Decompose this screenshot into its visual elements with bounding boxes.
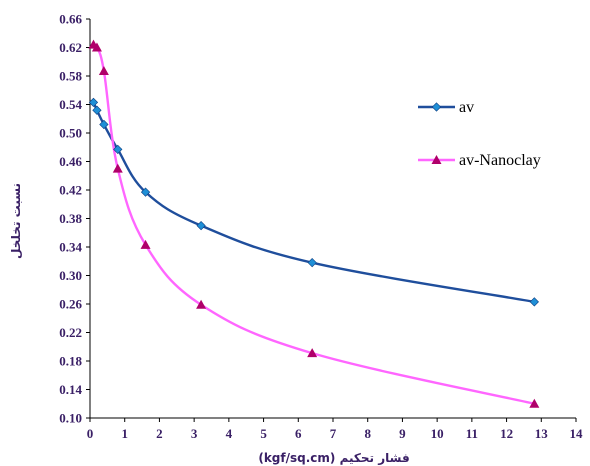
y-tick-label: 0.38 [59, 211, 82, 226]
x-tick-label: 3 [191, 426, 198, 441]
x-tick-label: 7 [330, 426, 337, 441]
x-tick-label: 6 [295, 426, 302, 441]
x-tick-label: 14 [570, 426, 584, 441]
x-tick-label: 10 [431, 426, 444, 441]
point-1-5 [196, 299, 207, 309]
x-tick-label: 8 [364, 426, 371, 441]
y-tick-label: 0.46 [59, 154, 82, 169]
x-tick-label: 0 [87, 426, 94, 441]
x-tick-label: 5 [260, 426, 267, 441]
ticks: 0.10 0.14 0.18 0.22 0.26 0.30 0.34 0.38 0.42 0.46… [59, 12, 583, 442]
series-line-0 [92, 101, 535, 304]
point-0-0 [88, 97, 99, 107]
x-tick-label: 11 [466, 426, 478, 441]
legend-label-1: av-Nanoclay [459, 152, 541, 169]
y-tick-label: 0.18 [59, 354, 82, 369]
point-0-5 [196, 221, 206, 231]
x-tick-label: 2 [156, 426, 163, 441]
x-tick-label: 13 [535, 426, 549, 441]
point-0-7 [529, 297, 539, 307]
y-tick-label: 0.66 [59, 12, 82, 27]
point-0-2 [99, 119, 109, 130]
y-tick-label: 0.10 [59, 411, 82, 426]
y-tick-label: 0.54 [59, 97, 82, 112]
point-0-6 [307, 258, 317, 268]
x-tick-label: 4 [226, 426, 233, 441]
point-1-7 [529, 398, 540, 408]
point-1-4 [140, 239, 151, 249]
point-0-1 [92, 105, 102, 115]
y-axis-title: نسبت تخلخل [9, 183, 23, 259]
y-tick-label: 0.14 [59, 382, 82, 397]
x-tick-label: 12 [500, 426, 513, 441]
point-0-3 [113, 144, 123, 155]
y-tick-label: 0.58 [59, 69, 82, 84]
legend-marker-1 [431, 155, 442, 164]
y-tick-label: 0.50 [59, 126, 82, 141]
point-1-2 [98, 66, 109, 76]
y-tick-label: 0.34 [59, 240, 82, 255]
series-layer [88, 39, 540, 408]
legend-label-0: av [459, 99, 474, 116]
point-0-4 [140, 187, 151, 197]
x-axis-title: فشار تحکیم (kgf/sq.cm) [258, 451, 409, 465]
legend-marker-0 [431, 102, 442, 112]
y-tick-label: 0.26 [59, 297, 82, 312]
point-1-3 [112, 163, 123, 173]
y-tick-label: 0.62 [59, 40, 82, 55]
y-tick-label: 0.30 [59, 268, 82, 283]
y-tick-label: 0.42 [59, 183, 82, 198]
x-tick-label: 1 [121, 426, 128, 441]
point-1-6 [307, 348, 318, 358]
x-tick-label: 9 [399, 426, 406, 441]
legend: av av-Nanoclay [418, 99, 541, 169]
point-1-1 [91, 42, 102, 52]
y-tick-label: 0.22 [59, 325, 82, 340]
